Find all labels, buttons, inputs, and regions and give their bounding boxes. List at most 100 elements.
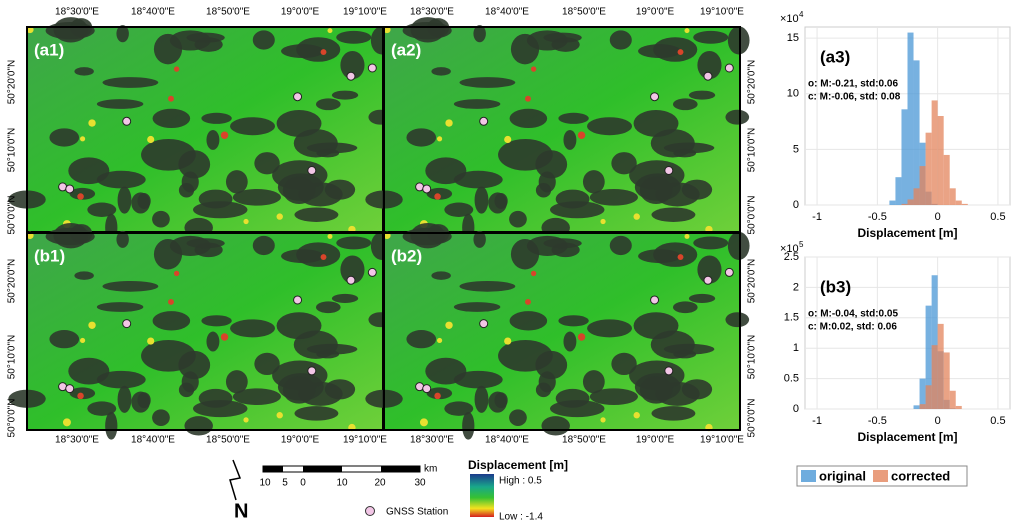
gnss-station (122, 319, 132, 329)
gnss-station (479, 319, 489, 329)
forest-patch (131, 192, 150, 214)
scale-label: 20 (374, 478, 386, 489)
forest-patch (410, 17, 446, 43)
forest-patch (225, 370, 248, 394)
forest-patch (550, 201, 605, 219)
lon-label: 18°30'0"E (410, 7, 454, 18)
forest-patch (727, 231, 750, 260)
forest-patch (74, 271, 94, 280)
forest-patch (74, 67, 94, 76)
forest-patch (727, 26, 750, 55)
hotspot (437, 136, 443, 142)
forest-patch (87, 401, 117, 416)
forest-patch (153, 33, 183, 65)
forest-patch (201, 112, 232, 124)
lon-label: 19°0'0"E (281, 7, 320, 18)
hotspot (434, 392, 441, 400)
forest-patch (282, 176, 316, 205)
histogram-bar (901, 203, 908, 205)
scale-unit: km (424, 464, 437, 475)
hotspot (77, 193, 84, 200)
forest-patch (488, 391, 507, 413)
hotspot (243, 218, 249, 225)
histogram-bar (931, 345, 938, 409)
lat-label: 50°20'0"N (7, 259, 18, 304)
forest-patch (431, 271, 451, 280)
forest-patch (474, 186, 489, 214)
histogram-bar (943, 154, 950, 205)
forest-patch (410, 222, 446, 249)
forest-patch (96, 99, 144, 109)
forest-patch (693, 236, 729, 250)
forest-patch (639, 376, 673, 404)
forest-patch (589, 388, 638, 406)
histogram-bar (925, 132, 932, 205)
forest-patch (141, 339, 196, 372)
lat-label: 50°0'0"N (747, 196, 758, 235)
y-tick-label: 0.5 (784, 373, 799, 385)
forest-patch (681, 179, 713, 200)
histogram-bar (907, 199, 914, 205)
hotspot (220, 333, 229, 341)
histogram-bar (955, 405, 962, 409)
forest-patch (688, 293, 716, 303)
forest-patch (178, 382, 195, 398)
forest-patch (254, 152, 280, 175)
lon-label: 18°30'0"E (55, 435, 99, 446)
hotspot (504, 337, 512, 345)
hotspot (677, 254, 684, 261)
forest-patch (315, 98, 341, 111)
forest-patch (543, 32, 582, 43)
annotation: o: M:-0.04, std:0.05 (808, 309, 898, 320)
x-tick-label: -0.5 (868, 211, 887, 223)
hotspot (577, 333, 586, 341)
histogram-bar (895, 177, 902, 205)
lon-label: 18°40'0"E (131, 7, 175, 18)
forest-patch (473, 230, 486, 248)
hotspot (173, 270, 180, 277)
x-tick-label: -1 (812, 415, 822, 427)
hotspot (168, 95, 174, 102)
forest-patch (141, 138, 196, 171)
gnss-station (703, 275, 713, 285)
forest-patch (550, 400, 605, 418)
forest-patch (336, 30, 372, 44)
lon-label: 19°10'0"E (700, 7, 744, 18)
scale-label: 10 (259, 478, 271, 489)
forest-patch (230, 319, 275, 338)
forest-patch (49, 330, 80, 349)
forest-patch (184, 416, 213, 436)
histogram-bar (949, 188, 956, 205)
forest-patch (230, 117, 275, 136)
forest-patch (406, 128, 437, 147)
lon-label: 18°40'0"E (131, 435, 175, 446)
forest-patch (725, 312, 750, 328)
lat-label: 50°20'0"N (7, 60, 18, 105)
forest-patch (498, 138, 553, 171)
forest-patch (294, 207, 339, 222)
hotspot (445, 119, 453, 127)
legend-label: corrected (891, 468, 950, 483)
hotspot (88, 321, 96, 329)
forest-patch (87, 202, 117, 217)
forest-patch (96, 370, 146, 389)
histogram-bar (913, 405, 920, 409)
forest-patch (431, 67, 451, 76)
hotspot (434, 193, 441, 200)
histogram-bar (937, 323, 944, 409)
scale-bar (262, 465, 421, 473)
histogram-bar (925, 385, 932, 409)
forest-patch (331, 90, 359, 100)
y-tick-label: 0 (793, 199, 799, 211)
forest-patch (638, 249, 681, 264)
forest-patch (206, 331, 220, 352)
colorbar-high: High : 0.5 (499, 476, 542, 487)
gnss-station (479, 116, 489, 126)
x-tick-label: -1 (812, 211, 822, 223)
histogram-bar (913, 60, 920, 205)
forest-patch (453, 370, 503, 389)
forest-patch (324, 179, 356, 200)
hotspot (276, 213, 283, 220)
forest-patch (206, 129, 220, 150)
